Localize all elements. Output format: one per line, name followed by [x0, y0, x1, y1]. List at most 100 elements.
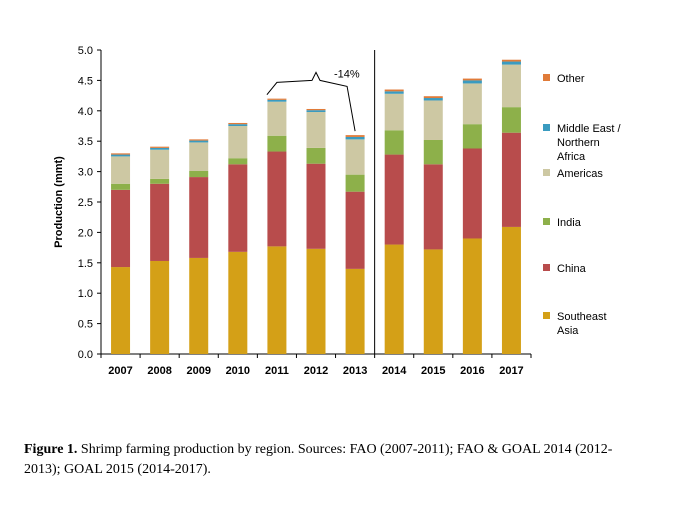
bar-segment-2007-southeast-asia [111, 267, 131, 354]
bar-segment-2009-middle-east-northern-africa [189, 140, 209, 143]
bar-segment-2016-americas [462, 83, 482, 125]
x-tick-label: 2009 [186, 365, 210, 377]
y-tick-label: 0.5 [78, 319, 93, 331]
bar-segment-2015-china [423, 164, 443, 250]
bar-segment-2011-middle-east-northern-africa [267, 99, 287, 102]
chart: 0.0 0.5 1.0 1.5 2.0 2.5 3.0 3.5 4.0 4.5 5.0 Product… [53, 45, 622, 377]
annotation-bracket [266, 71, 356, 132]
bar-segment-2010-other [228, 122, 248, 125]
bar-segment-2013-china [345, 191, 365, 269]
legend-label-southeast-asia: Southeast [557, 311, 607, 323]
legend-swatch-other [543, 74, 550, 81]
y-axis-title: Production (mmt) [53, 156, 65, 248]
legend-label-americas: Americas [557, 168, 603, 180]
y-tick-label: 2.5 [78, 197, 93, 209]
bar-segment-2014-india [384, 130, 404, 155]
bar-segment-2009-other [189, 139, 209, 141]
bar-segment-2016-china [462, 148, 482, 239]
bar-segment-2017-americas [501, 64, 521, 108]
bar-segment-2013-india [345, 174, 365, 192]
x-tick-label: 2007 [108, 365, 132, 377]
bar-segment-2010-americas [228, 126, 248, 159]
bar-segment-2009-americas [189, 142, 209, 171]
legend-swatch-china [543, 264, 550, 271]
bar-segment-2013-southeast-asia [345, 268, 365, 354]
bar-segment-2012-middle-east-northern-africa [306, 110, 326, 113]
bar-segment-2013-other [345, 135, 365, 137]
bar-segment-2011-india [267, 135, 287, 152]
legend-label-india: India [557, 217, 582, 229]
bar-segment-2007-americas [111, 156, 131, 184]
bar-segment-2007-china [111, 189, 131, 268]
bar-segment-2012-other [306, 108, 326, 111]
bar-segment-2009-china [189, 177, 209, 258]
y-tick-label: 2.0 [78, 227, 93, 239]
bar-segment-2007-india [111, 183, 131, 190]
bar-segment-2008-americas [150, 149, 170, 179]
bar-segment-2011-china [267, 151, 287, 247]
legend-label-southeast-asia: Asia [557, 325, 579, 337]
x-tick-label: 2017 [499, 365, 523, 377]
bar-segment-2011-americas [267, 101, 287, 136]
bar-segment-2013-americas [345, 139, 365, 175]
bar-segment-2016-other [462, 78, 482, 81]
legend-label-other: Other [557, 73, 585, 85]
bar-segment-2008-other [150, 146, 170, 148]
y-tick-label: 3.5 [78, 136, 93, 148]
bar-segment-2016-middle-east-northern-africa [462, 80, 482, 84]
bar-segment-2010-southeast-asia [228, 251, 248, 354]
bar-segment-2008-southeast-asia [150, 260, 170, 354]
caption-text: Shrimp farming production by region. Sou… [24, 442, 613, 477]
bar-segment-2014-other [384, 89, 404, 92]
bar-segment-2014-americas [384, 93, 404, 131]
bar-segment-2014-middle-east-northern-africa [384, 91, 404, 94]
y-tick-label: 4.0 [78, 106, 93, 118]
y-tick-label: 4.5 [78, 75, 93, 87]
bar-segment-2012-americas [306, 112, 326, 148]
bar-segment-2008-middle-east-northern-africa [150, 147, 170, 150]
bar-segment-2015-middle-east-northern-africa [423, 98, 443, 101]
bar-segment-2014-china [384, 154, 404, 245]
bar-segment-2009-india [189, 170, 209, 178]
bar-segment-2013-middle-east-northern-africa [345, 136, 365, 140]
bar-segment-2008-india [150, 178, 170, 184]
y-tick-label: 1.0 [78, 288, 93, 300]
bar-segment-2016-southeast-asia [462, 238, 482, 354]
bar-segment-2017-india [501, 107, 521, 133]
x-tick-label: 2016 [460, 365, 484, 377]
legend-label-middle-east-northern-africa: Africa [557, 151, 586, 163]
x-tick-label: 2013 [343, 365, 367, 377]
bar-segment-2012-india [306, 147, 326, 164]
x-tick-label: 2014 [382, 365, 407, 377]
bar-segment-2015-americas [423, 100, 443, 140]
x-tick-label: 2008 [147, 365, 171, 377]
bar-segment-2010-china [228, 164, 248, 252]
bar-segment-2010-india [228, 158, 248, 165]
legend-swatch-india [543, 218, 550, 225]
x-tick-label: 2012 [304, 365, 328, 377]
legend-label-china: China [557, 263, 587, 275]
bar-segment-2016-india [462, 124, 482, 149]
caption-label: Figure 1. [24, 442, 78, 457]
bar-segment-2011-other [267, 98, 287, 100]
legend-label-middle-east-northern-africa: Middle East / [557, 123, 622, 135]
bar-segment-2010-middle-east-northern-africa [228, 124, 248, 126]
bar-segment-2007-other [111, 153, 131, 155]
bar-segment-2009-southeast-asia [189, 257, 209, 354]
bar-segment-2015-india [423, 139, 443, 165]
x-tick-label: 2015 [421, 365, 445, 377]
legend-swatch-americas [543, 169, 550, 176]
y-tick-label: 0.0 [78, 349, 93, 361]
bar-segment-2017-other [501, 59, 521, 62]
x-tick-label: 2011 [265, 365, 289, 377]
bar-segment-2007-middle-east-northern-africa [111, 154, 131, 157]
legend-swatch-southeast-asia [543, 312, 550, 319]
legend-swatch-middle-east-northern-africa [543, 124, 550, 131]
bar-segment-2008-china [150, 183, 170, 261]
stacked-bar-chart-svg: 0.0 0.5 1.0 1.5 2.0 2.5 3.0 3.5 4.0 4.5 5.0 Product… [53, 45, 622, 377]
bar-segment-2017-china [501, 132, 521, 227]
bar-segment-2015-southeast-asia [423, 249, 443, 354]
bar-segment-2012-southeast-asia [306, 248, 326, 354]
figure-caption: Figure 1. Shrimp farming production by r… [24, 440, 624, 480]
bar-segment-2014-southeast-asia [384, 244, 404, 354]
